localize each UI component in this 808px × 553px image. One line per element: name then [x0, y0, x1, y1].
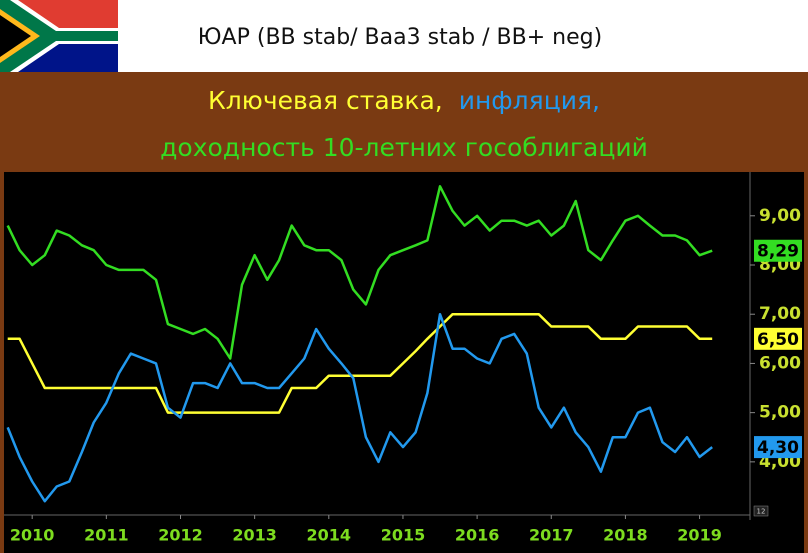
x-tick-label: 2017: [529, 526, 574, 545]
value-label-box: [754, 239, 802, 262]
flag: [0, 0, 118, 72]
series-line: [6, 185, 713, 360]
x-tick-label: 2019: [677, 526, 722, 545]
legend-entry: инфляция,: [459, 86, 600, 115]
value-label: 4,30: [757, 438, 799, 458]
y-tick-label: 6,00: [759, 353, 801, 373]
y-tick-label: 9,00: [759, 206, 801, 226]
legend-entry: доходность 10-летних гособлигаций: [160, 133, 648, 162]
x-tick-label: 2016: [455, 526, 500, 545]
x-tick-label: 2012: [158, 526, 203, 545]
x-tick-label: 2018: [603, 526, 648, 545]
corner-box: [753, 505, 769, 517]
value-label-box: [754, 436, 802, 459]
series-line: [6, 312, 713, 503]
legend-line: Ключевая ставка, инфляция,: [208, 86, 600, 115]
y-tick-label: 7,00: [759, 304, 801, 324]
value-label: 8,29: [757, 242, 799, 262]
series-line: [7, 312, 713, 414]
x-tick-label: 2011: [84, 526, 129, 545]
x-tick-label: 2014: [307, 526, 352, 545]
value-label-box: [754, 327, 802, 350]
legend-line: доходность 10-летних гособлигаций: [160, 133, 648, 162]
x-tick-label: 2015: [381, 526, 426, 545]
legend-entry: Ключевая ставка,: [208, 86, 443, 115]
header: [0, 0, 808, 72]
y-tick-label: 5,00: [759, 403, 801, 423]
x-tick-label: 2013: [232, 526, 277, 545]
corner-label: 12: [757, 508, 766, 516]
x-tick-label: 2010: [10, 526, 55, 545]
value-label: 6,50: [757, 330, 799, 350]
chart-title: ЮАР (BB stab/ Baa3 stab / BB+ neg): [198, 25, 602, 50]
